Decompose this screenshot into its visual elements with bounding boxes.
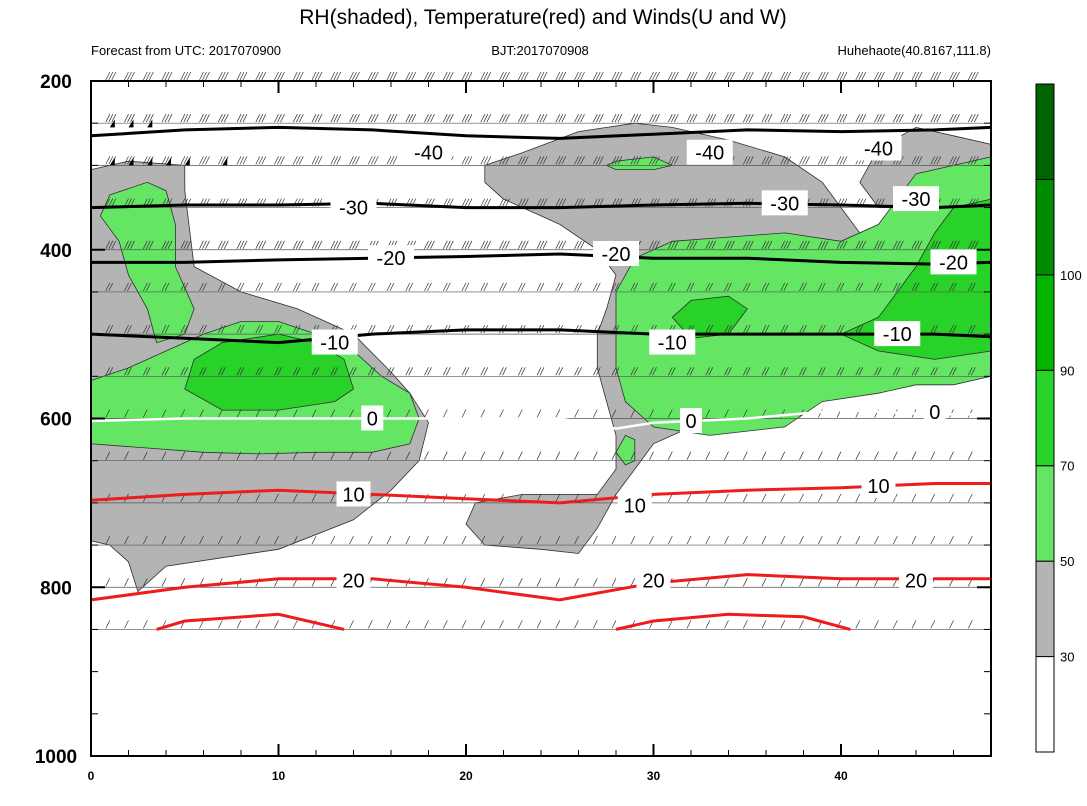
station-label: Huhehaote(40.8167,111.8)	[838, 43, 991, 58]
contour-label: 20	[642, 571, 664, 593]
y-tick-label: 600	[40, 410, 72, 431]
contour-label-bg	[930, 249, 977, 275]
colorbar-box-4	[1035, 369, 1055, 467]
contour-label-bg	[761, 190, 808, 216]
contour-20-inner-1	[156, 612, 345, 631]
y-tick-label: 1000	[35, 747, 77, 768]
contour-label-bg	[923, 398, 946, 424]
contour-label: 0	[367, 409, 378, 431]
contour--20	[91, 252, 992, 266]
x-tick-label: 40	[834, 769, 848, 783]
colorbar-box-7	[1035, 83, 1055, 180]
bjt-label: BJT:2017070908	[491, 43, 589, 58]
contour-label: 0	[685, 411, 696, 433]
contour-label-bg	[636, 567, 671, 593]
contour-label-bg	[593, 240, 639, 266]
contour-20-inner-2	[615, 612, 851, 631]
contour-label: -30	[339, 198, 368, 220]
x-tick-label: 10	[272, 769, 286, 783]
contour-label-bg	[336, 567, 371, 593]
temperature-contours: -40 -40 -40 -30 -30 -30 -20 -20 -20 -10 -10 -10 0 0 0 1…	[90, 125, 992, 631]
colorbar-box-5	[1035, 274, 1055, 371]
rh-colorbar: 30 50 70 90 100	[1035, 83, 1082, 753]
contour-label: -10	[320, 333, 349, 355]
contour-label-bg	[855, 135, 902, 161]
x-tick-label: 0	[88, 769, 95, 783]
contour-label-bg	[899, 567, 933, 593]
colorbar-label: 50	[1060, 554, 1074, 569]
contour-label: -20	[939, 252, 968, 274]
contour--30	[90, 201, 992, 210]
chart-title: RH(shaded), Temperature(red) and Winds(U…	[299, 6, 786, 29]
contour-label-bg	[874, 321, 921, 347]
contour-label-bg	[861, 473, 896, 498]
colorbar-box-1	[1035, 656, 1055, 753]
contour-label: -10	[658, 333, 687, 355]
contour-label-bg	[649, 329, 696, 355]
forecast-label: Forecast from UTC: 2017070900	[91, 43, 281, 58]
x-tick-label: 30	[647, 769, 661, 783]
contour-label-bg	[336, 481, 371, 507]
contour-label: -40	[695, 143, 724, 165]
contour-label: -30	[902, 189, 931, 211]
rh-shading	[90, 122, 992, 593]
y-tick-label: 200	[40, 72, 72, 93]
y-tick-label: 800	[40, 578, 72, 599]
colorbar-label: 90	[1060, 363, 1074, 378]
contour-label-bg	[680, 408, 702, 434]
contour-label: 20	[905, 571, 927, 593]
contour-label: 0	[929, 402, 940, 424]
contour-0	[90, 408, 991, 430]
colorbar-box-6	[1035, 178, 1055, 276]
y-tick-label: 400	[40, 241, 72, 262]
contour-label: -40	[414, 143, 443, 165]
rh-region-7	[615, 434, 636, 466]
contour-label-bg	[405, 139, 452, 165]
contour-label: 10	[867, 476, 889, 498]
contour-label: 10	[624, 495, 646, 517]
contour-label-bg	[361, 405, 384, 431]
contour-label: 20	[342, 571, 364, 593]
contour-label-bg	[617, 492, 652, 518]
contour-20	[90, 573, 991, 602]
colorbar-box-2	[1035, 560, 1055, 658]
contour--40	[90, 125, 992, 140]
contour-label-bg	[368, 245, 414, 271]
colorbar-label: 70	[1060, 459, 1074, 474]
level-lines	[91, 80, 991, 630]
contour--10	[90, 328, 992, 345]
contour-label: 10	[342, 484, 364, 506]
contour-label-bg	[311, 329, 358, 355]
contour-label: -30	[770, 193, 799, 215]
colorbar-box-3	[1035, 465, 1055, 562]
contour-label: -40	[864, 139, 893, 161]
contour-label: -10	[883, 324, 912, 346]
contour-label-bg	[893, 186, 939, 212]
contour-label: -20	[377, 248, 406, 270]
colorbar-label: 30	[1060, 650, 1074, 665]
contour-label: -20	[602, 244, 631, 266]
x-tick-label: 20	[459, 769, 473, 783]
contour-label-bg	[330, 194, 377, 220]
contour-label-bg	[686, 139, 733, 165]
colorbar-label: 100	[1060, 268, 1082, 283]
